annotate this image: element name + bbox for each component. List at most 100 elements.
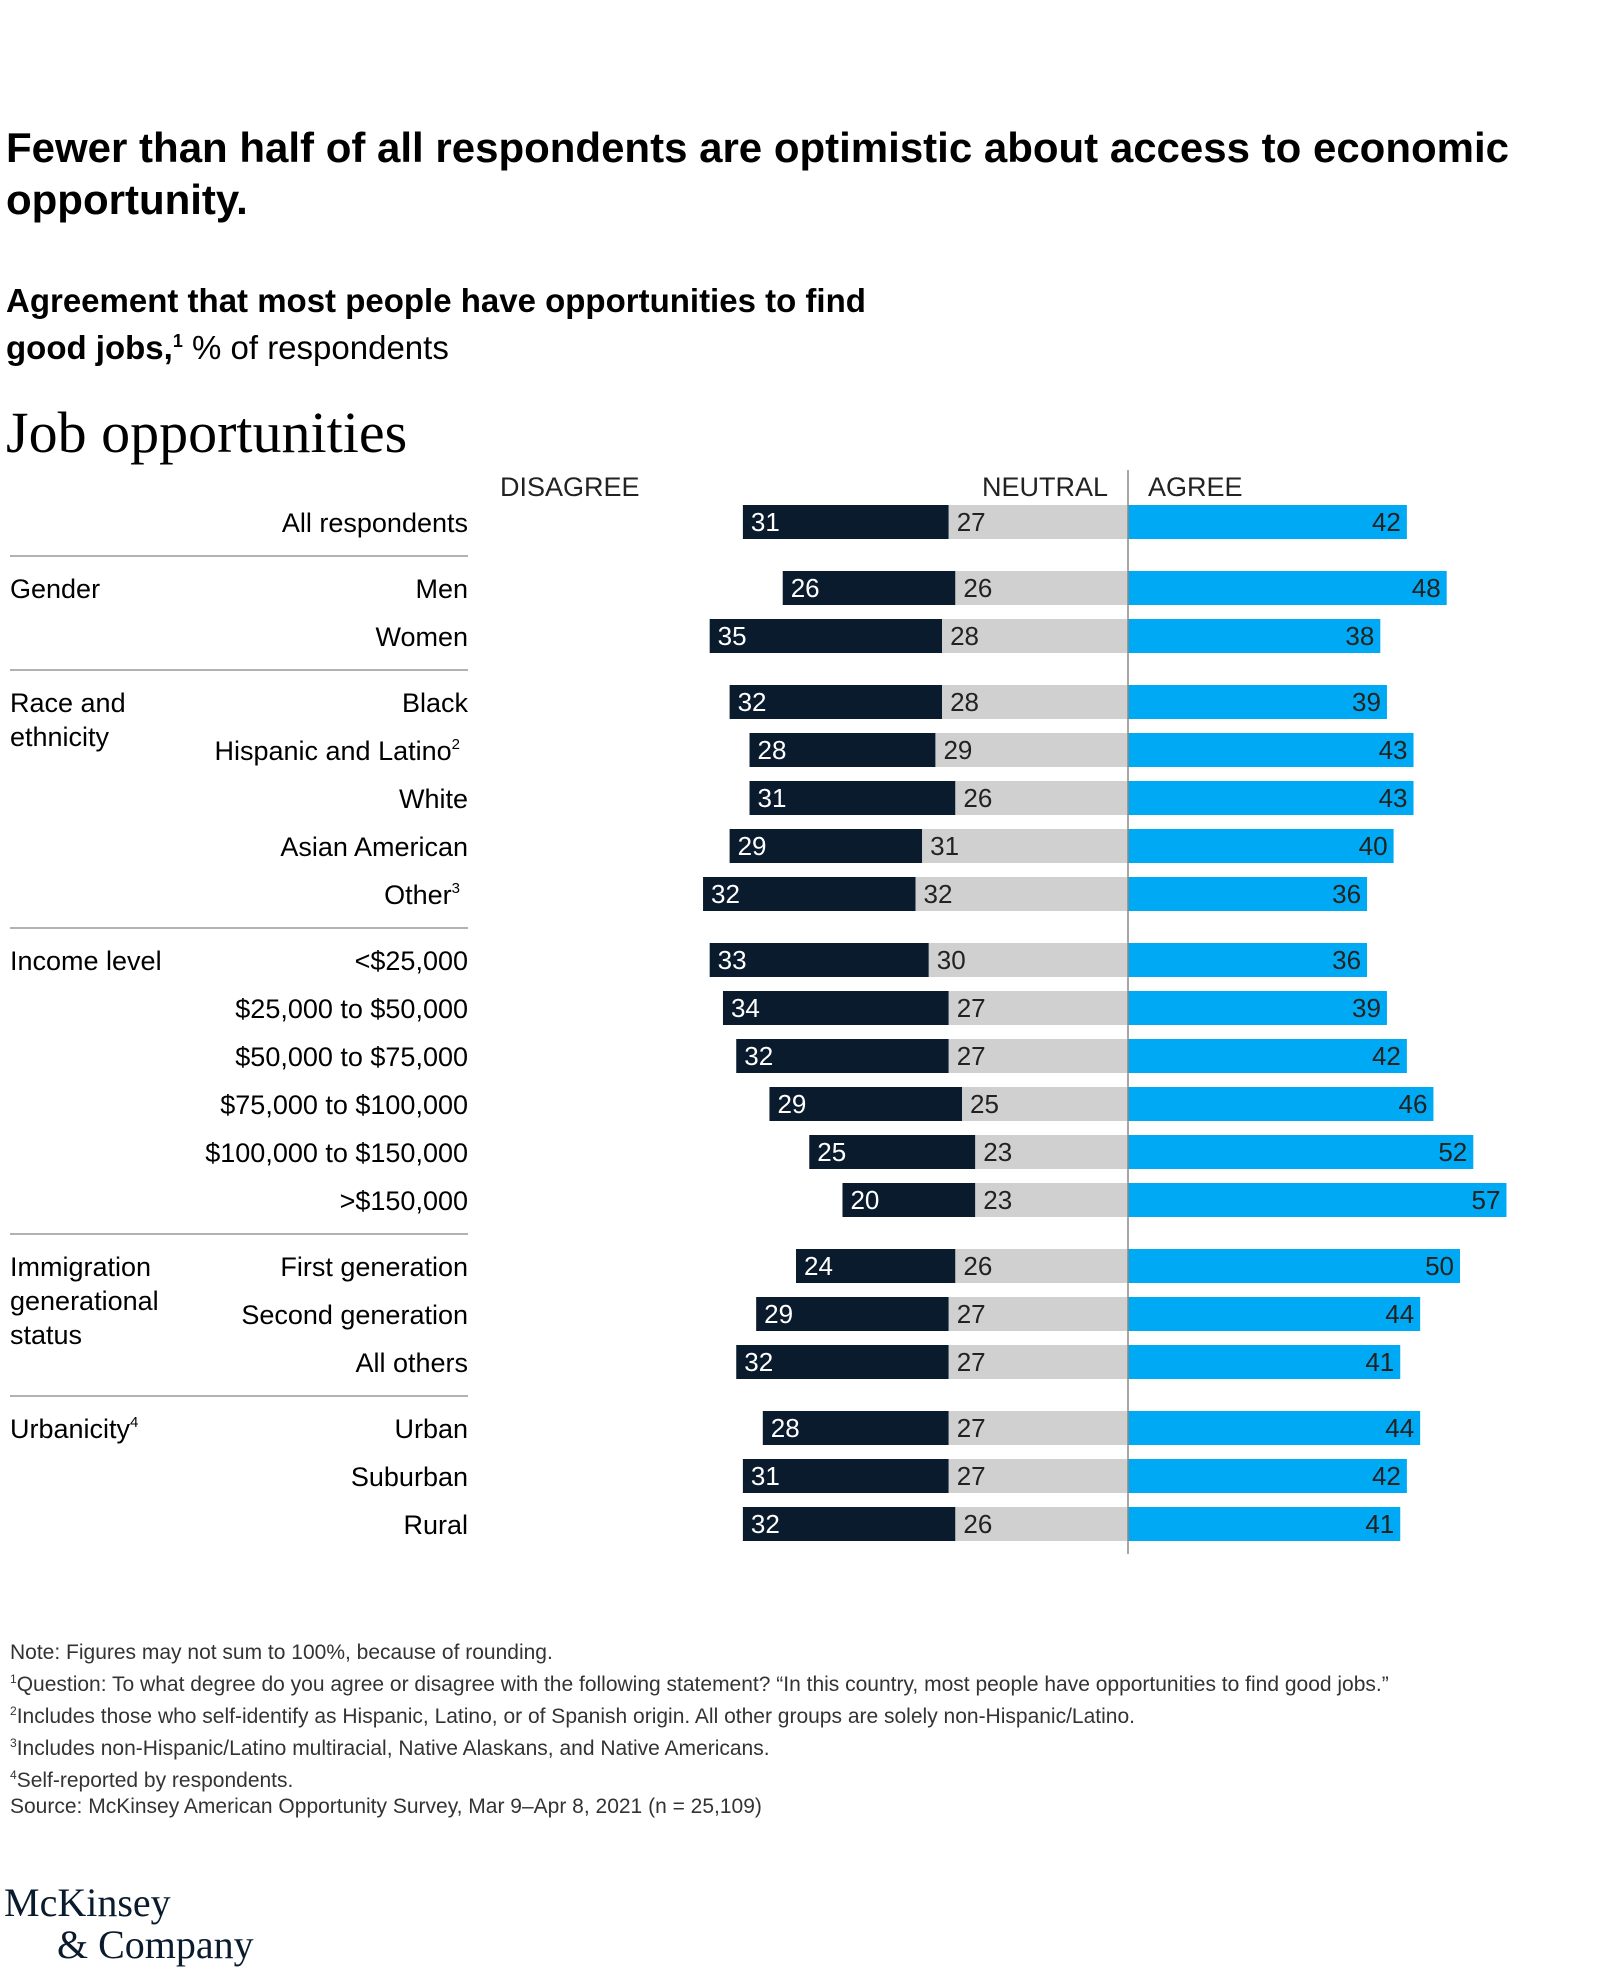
bar-agree <box>1128 877 1368 911</box>
bar-neutral <box>948 1039 1128 1073</box>
row-label: Hispanic and Latino2 <box>214 736 460 766</box>
bar-agree <box>1128 1507 1401 1541</box>
value-agree: 39 <box>1352 993 1381 1023</box>
bar-neutral <box>948 1297 1128 1331</box>
footnote-4: 4Self-reported by respondents. <box>10 1768 294 1792</box>
value-neutral: 25 <box>970 1089 999 1119</box>
bar-disagree <box>742 1507 956 1541</box>
bar-agree <box>1128 1039 1407 1073</box>
mckinsey-logo: McKinsey & Company <box>4 1882 254 1966</box>
bar-agree <box>1128 1183 1507 1217</box>
value-agree: 41 <box>1365 1509 1394 1539</box>
bar-disagree <box>736 1039 949 1073</box>
row-label: First generation <box>280 1252 468 1282</box>
value-disagree: 34 <box>731 993 760 1023</box>
row-label: Urban <box>394 1414 468 1444</box>
row-label: $100,000 to $150,000 <box>205 1138 468 1168</box>
bar-agree <box>1128 991 1387 1025</box>
bar-neutral <box>942 685 1128 719</box>
row-label: Suburban <box>351 1462 468 1492</box>
bar-agree <box>1128 1411 1421 1445</box>
bar-agree <box>1128 505 1407 539</box>
footnote-2: 2Includes those who self-identify as His… <box>10 1704 1135 1728</box>
value-agree: 43 <box>1379 783 1408 813</box>
value-agree: 42 <box>1372 507 1401 537</box>
bar-agree <box>1128 1297 1421 1331</box>
logo-line-1: McKinsey <box>4 1880 171 1925</box>
value-neutral: 30 <box>937 945 966 975</box>
footnotes: Note: Figures may not sum to 100%, becau… <box>10 1640 1600 1820</box>
value-neutral: 27 <box>957 1413 986 1443</box>
value-neutral: 28 <box>950 621 979 651</box>
bar-agree <box>1128 733 1414 767</box>
bar-agree <box>1128 1345 1401 1379</box>
value-neutral: 26 <box>963 1251 992 1281</box>
value-neutral: 27 <box>957 993 986 1023</box>
value-agree: 39 <box>1352 687 1381 717</box>
footnote-3: 3Includes non-Hispanic/Latino multiracia… <box>10 1736 770 1760</box>
group-label: Gender <box>10 574 100 604</box>
group-label: Urbanicity4 <box>10 1414 138 1444</box>
row-label: All others <box>355 1348 468 1378</box>
note: Note: Figures may not sum to 100%, becau… <box>10 1641 553 1664</box>
value-neutral: 27 <box>957 1461 986 1491</box>
value-neutral: 23 <box>983 1137 1012 1167</box>
logo-line-2: & Company <box>57 1922 254 1967</box>
group-label: Immigration generational status <box>10 1252 159 1350</box>
bar-neutral <box>948 1411 1128 1445</box>
value-agree: 38 <box>1345 621 1374 651</box>
bar-neutral <box>962 1087 1128 1121</box>
row-label: Other3 <box>384 880 460 910</box>
value-agree: 57 <box>1472 1185 1501 1215</box>
value-neutral: 26 <box>963 1509 992 1539</box>
bar-disagree <box>742 505 949 539</box>
bar-neutral <box>975 1135 1128 1169</box>
value-neutral: 28 <box>950 687 979 717</box>
value-disagree: 29 <box>777 1089 806 1119</box>
value-agree: 52 <box>1438 1137 1467 1167</box>
value-agree: 41 <box>1365 1347 1394 1377</box>
value-disagree: 31 <box>751 507 780 537</box>
header-disagree: DISAGREE <box>500 472 640 502</box>
value-neutral: 26 <box>963 573 992 603</box>
row-label: Asian American <box>280 832 468 862</box>
value-agree: 36 <box>1332 879 1361 909</box>
bar-neutral <box>955 571 1128 605</box>
value-disagree: 32 <box>711 879 740 909</box>
bar-disagree <box>782 571 956 605</box>
header-agree: AGREE <box>1148 472 1243 502</box>
bar-agree <box>1128 1135 1474 1169</box>
headline: Fewer than half of all respondents are o… <box>6 124 1510 223</box>
value-disagree: 33 <box>718 945 747 975</box>
row-label: >$150,000 <box>340 1186 468 1216</box>
group-label: Race and ethnicity <box>10 688 126 752</box>
row-label: Women <box>375 622 468 652</box>
bar-disagree <box>762 1411 949 1445</box>
bar-neutral <box>935 733 1128 767</box>
bar-neutral <box>948 991 1128 1025</box>
value-neutral: 32 <box>924 879 953 909</box>
bar-disagree <box>729 685 943 719</box>
value-agree: 50 <box>1425 1251 1454 1281</box>
row-label: Rural <box>403 1510 468 1540</box>
value-neutral: 27 <box>957 1041 986 1071</box>
value-agree: 46 <box>1399 1089 1428 1119</box>
value-disagree: 24 <box>804 1251 833 1281</box>
row-label: Second generation <box>241 1300 468 1330</box>
group-label: Income level <box>10 946 162 976</box>
bar-agree <box>1128 829 1394 863</box>
row-label: <$25,000 <box>355 946 468 976</box>
bar-agree <box>1128 1249 1460 1283</box>
bar-agree <box>1128 619 1381 653</box>
value-disagree: 32 <box>738 687 767 717</box>
bar-neutral <box>948 1345 1128 1379</box>
bar-disagree <box>749 733 936 767</box>
bar-neutral <box>915 877 1128 911</box>
value-disagree: 35 <box>718 621 747 651</box>
bar-neutral <box>928 943 1128 977</box>
bar-agree <box>1128 943 1368 977</box>
bar-disagree <box>796 1249 956 1283</box>
value-disagree: 20 <box>850 1185 879 1215</box>
value-agree: 36 <box>1332 945 1361 975</box>
chart-subtitle: Agreement that most people have opportun… <box>6 280 906 368</box>
